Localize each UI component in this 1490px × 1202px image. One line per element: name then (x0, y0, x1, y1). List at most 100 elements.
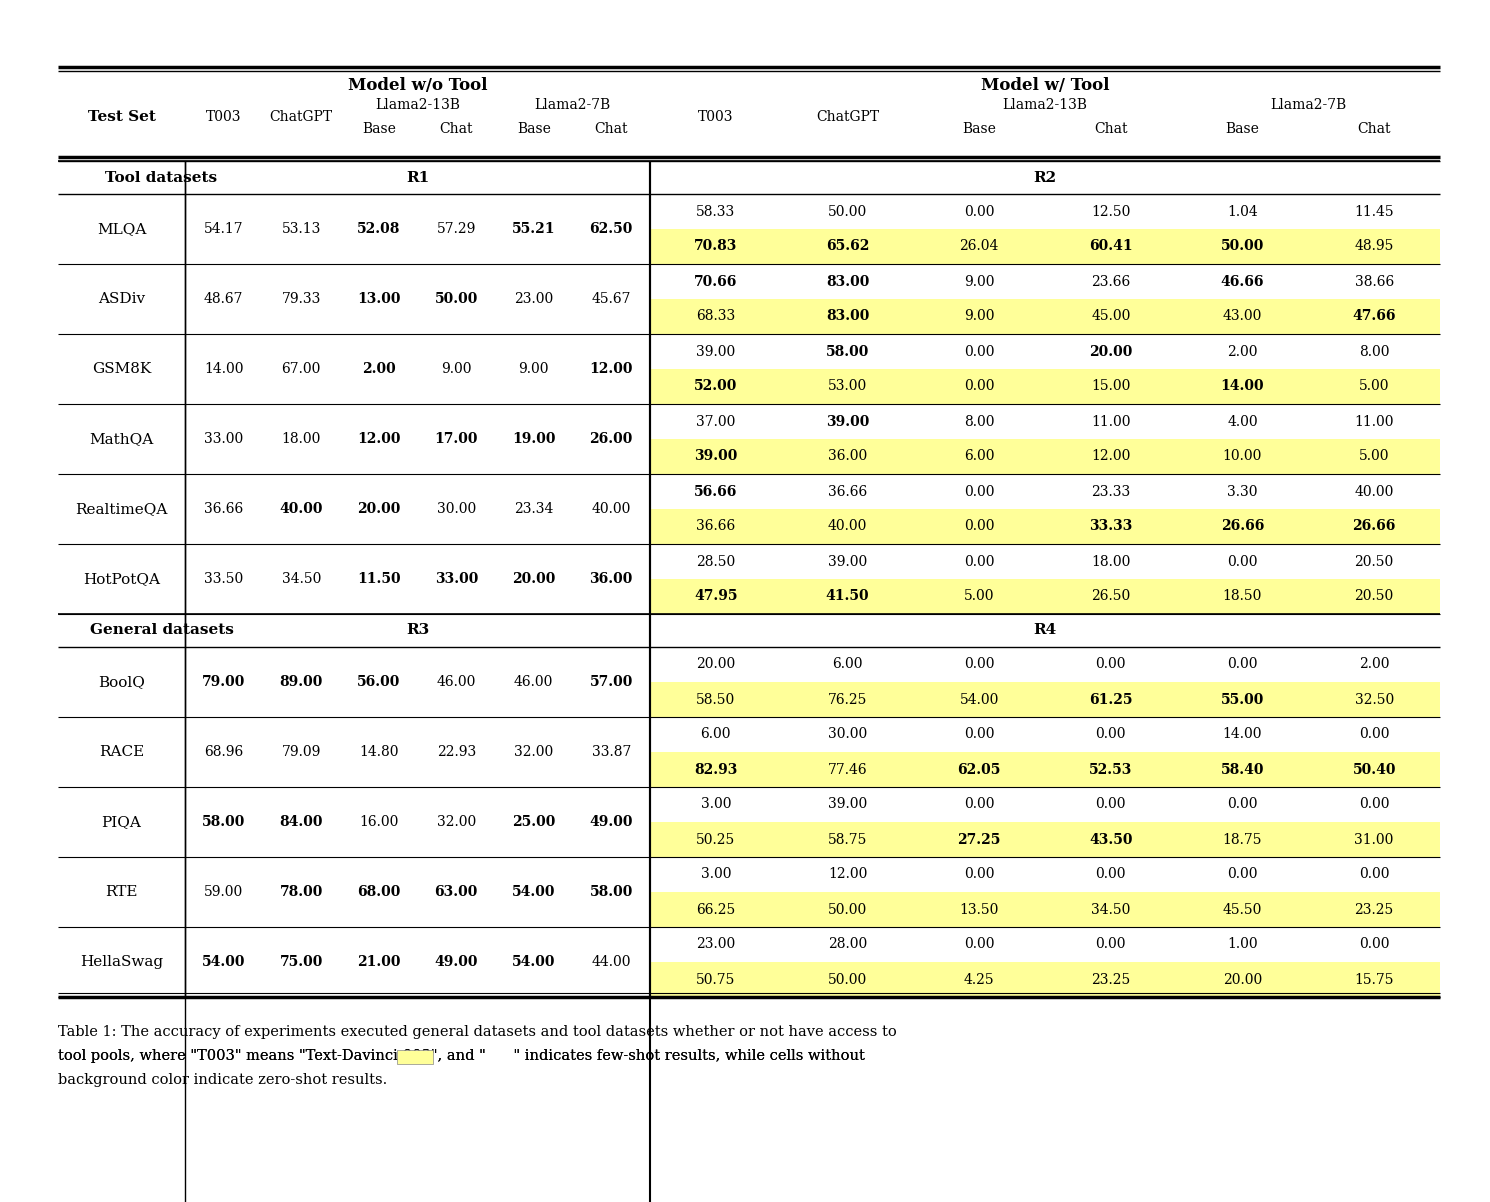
Bar (650, 299, 1439, 334)
Text: 52.00: 52.00 (694, 380, 738, 393)
Bar (650, 508, 1439, 545)
Text: 43.50: 43.50 (1089, 833, 1132, 846)
Text: 16.00: 16.00 (359, 815, 398, 829)
Text: 70.83: 70.83 (694, 239, 738, 254)
Text: 0.00: 0.00 (1359, 938, 1389, 952)
Text: 26.04: 26.04 (960, 239, 998, 254)
Text: 46.66: 46.66 (1220, 274, 1264, 288)
Text: 46.00: 46.00 (437, 676, 475, 689)
Bar (650, 892, 1439, 927)
Text: BoolQ: BoolQ (98, 676, 145, 689)
Bar (650, 579, 1439, 614)
Text: ChatGPT: ChatGPT (817, 111, 879, 124)
Text: 62.05: 62.05 (958, 762, 1001, 776)
Text: 30.00: 30.00 (437, 502, 475, 516)
Text: 0.00: 0.00 (964, 554, 994, 569)
Text: 56.66: 56.66 (694, 484, 738, 499)
Text: 23.33: 23.33 (1091, 484, 1131, 499)
Text: HellaSwag: HellaSwag (80, 956, 162, 969)
Text: 68.00: 68.00 (358, 885, 401, 899)
Text: 20.00: 20.00 (1223, 972, 1262, 987)
Text: 33.33: 33.33 (1089, 519, 1132, 534)
Text: 0.00: 0.00 (1228, 797, 1258, 811)
Text: 0.00: 0.00 (1359, 797, 1389, 811)
Text: 47.66: 47.66 (1353, 309, 1396, 323)
Text: 83.00: 83.00 (825, 309, 869, 323)
Text: 53.00: 53.00 (828, 380, 867, 393)
Text: 6.00: 6.00 (700, 727, 732, 742)
Text: 23.25: 23.25 (1354, 903, 1393, 916)
Text: 82.93: 82.93 (694, 762, 738, 776)
Text: 23.34: 23.34 (514, 502, 553, 516)
Text: 36.66: 36.66 (204, 502, 243, 516)
Text: 2.00: 2.00 (1228, 345, 1258, 358)
Text: 30.00: 30.00 (828, 727, 867, 742)
Text: 54.00: 54.00 (960, 692, 998, 707)
Text: 58.75: 58.75 (828, 833, 867, 846)
Text: 39.00: 39.00 (828, 554, 867, 569)
Text: 9.00: 9.00 (519, 362, 548, 376)
Text: 14.00: 14.00 (1223, 727, 1262, 742)
Text: 13.50: 13.50 (960, 903, 998, 916)
Text: 52.53: 52.53 (1089, 762, 1132, 776)
Text: 9.00: 9.00 (964, 309, 994, 323)
Text: 20.00: 20.00 (358, 502, 401, 516)
Text: Chat: Chat (440, 121, 472, 136)
Text: Llama2-7B: Llama2-7B (535, 99, 611, 112)
Text: 0.00: 0.00 (964, 204, 994, 219)
Text: R2: R2 (1034, 171, 1056, 184)
Text: R4: R4 (1034, 624, 1056, 637)
Text: 18.50: 18.50 (1223, 589, 1262, 603)
Text: 68.33: 68.33 (696, 309, 736, 323)
Text: Base: Base (963, 121, 997, 136)
Text: R3: R3 (405, 624, 429, 637)
Text: 48.95: 48.95 (1354, 239, 1393, 254)
Text: Chat: Chat (595, 121, 627, 136)
Text: 52.08: 52.08 (358, 222, 401, 236)
Text: 57.00: 57.00 (590, 676, 633, 689)
Text: 39.00: 39.00 (696, 345, 736, 358)
Text: 33.87: 33.87 (592, 745, 630, 758)
Text: Model w/ Tool: Model w/ Tool (980, 77, 1109, 94)
Text: 62.50: 62.50 (590, 222, 633, 236)
Text: 49.00: 49.00 (590, 815, 633, 829)
Text: 58.00: 58.00 (590, 885, 633, 899)
Text: 36.66: 36.66 (828, 484, 867, 499)
Text: 28.00: 28.00 (828, 938, 867, 952)
Text: 58.33: 58.33 (696, 204, 736, 219)
Text: 3.30: 3.30 (1228, 484, 1258, 499)
Text: 0.00: 0.00 (1095, 727, 1126, 742)
Text: 26.00: 26.00 (590, 432, 633, 446)
Text: Llama2-13B: Llama2-13B (375, 99, 460, 112)
Text: 70.66: 70.66 (694, 274, 738, 288)
Bar (650, 962, 1439, 996)
Text: 0.00: 0.00 (1228, 657, 1258, 672)
Text: 50.40: 50.40 (1353, 762, 1396, 776)
Text: 0.00: 0.00 (964, 868, 994, 881)
Text: 20.00: 20.00 (513, 572, 556, 587)
Bar (396, 1051, 432, 1064)
Text: Base: Base (517, 121, 551, 136)
Text: 5.00: 5.00 (1359, 380, 1389, 393)
Text: 14.80: 14.80 (359, 745, 398, 758)
Text: 58.00: 58.00 (825, 345, 869, 358)
Text: RACE: RACE (98, 745, 145, 758)
Text: MathQA: MathQA (89, 432, 153, 446)
Text: 75.00: 75.00 (280, 956, 323, 969)
Text: 20.00: 20.00 (1089, 345, 1132, 358)
Text: 25.00: 25.00 (513, 815, 556, 829)
Text: 31.00: 31.00 (1354, 833, 1393, 846)
Text: 15.75: 15.75 (1354, 972, 1395, 987)
Text: 78.00: 78.00 (280, 885, 323, 899)
Text: 36.00: 36.00 (828, 450, 867, 464)
Text: 9.00: 9.00 (441, 362, 471, 376)
Text: 0.00: 0.00 (964, 380, 994, 393)
Text: Llama2-7B: Llama2-7B (1269, 99, 1347, 112)
Text: T003: T003 (699, 111, 733, 124)
Text: 46.00: 46.00 (514, 676, 553, 689)
Text: 28.50: 28.50 (696, 554, 736, 569)
Text: 55.00: 55.00 (1220, 692, 1264, 707)
Text: 40.00: 40.00 (592, 502, 630, 516)
Text: 33.00: 33.00 (204, 432, 243, 446)
Text: 20.50: 20.50 (1354, 554, 1393, 569)
